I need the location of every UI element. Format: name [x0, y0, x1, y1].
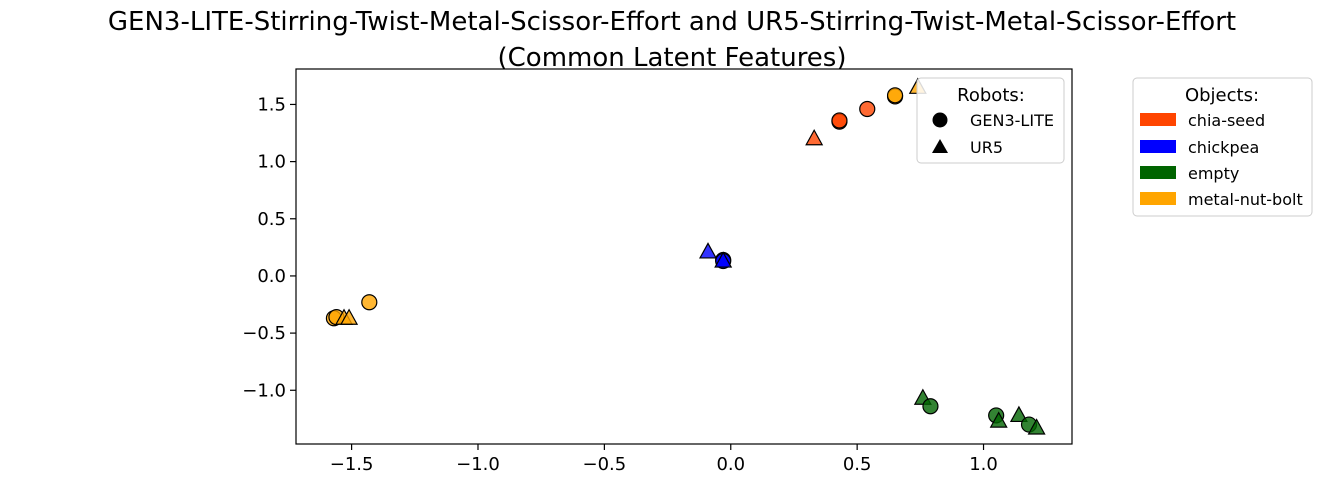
x-tick-label: 0.0 — [716, 454, 745, 475]
y-tick-label: 0.0 — [257, 266, 286, 287]
x-tick-label: −0.5 — [583, 454, 627, 475]
point-empty-ur5 — [989, 411, 1008, 428]
robots-legend-title: Robots: — [957, 85, 1025, 106]
y-tick-label: 0.5 — [257, 209, 286, 230]
legend-robot-ur5: UR5 — [970, 138, 1003, 157]
chart-title: GEN3-LITE-Stirring-Twist-Metal-Scissor-E… — [108, 7, 1236, 37]
point-metal-nut-bolt-ur5 — [340, 308, 359, 325]
x-tick-label: 0.5 — [843, 454, 872, 475]
point-chickpea-ur5 — [714, 251, 733, 268]
point-chia-seed-gen3-lite — [859, 100, 876, 118]
point-empty-ur5 — [1027, 418, 1046, 435]
x-tick-label: −1.0 — [456, 454, 500, 475]
legend-object-empty: empty — [1188, 164, 1239, 183]
legend-robot-gen3-lite: GEN3-LITE — [970, 111, 1054, 130]
objects-legend: Objects: chia-seed chickpea empty metal-… — [1132, 77, 1313, 217]
x-tick-label: 1.0 — [969, 454, 998, 475]
point-empty-ur5 — [1009, 405, 1028, 423]
point-metal-nut-bolt-gen3-lite — [886, 87, 904, 104]
y-tick-label: 1.0 — [257, 152, 286, 173]
y-tick-label: −0.5 — [242, 323, 286, 344]
y-axis: −1.0 −0.5 0.0 0.5 1.0 1.5 — [242, 94, 296, 401]
objects-legend-title: Objects: — [1185, 85, 1259, 106]
point-chia-seed-ur5 — [805, 128, 824, 146]
objects-legend-box — [1132, 77, 1313, 217]
legend-swatch-chickpea — [1140, 140, 1176, 153]
legend-triangle-marker — [932, 139, 948, 153]
x-axis: −1.5 −1.0 −0.5 0.0 0.5 1.0 — [330, 444, 998, 475]
point-chickpea-ur5 — [698, 242, 718, 259]
robots-legend-box — [916, 77, 1065, 164]
robots-legend: Robots: GEN3-LITE UR5 — [916, 77, 1065, 164]
point-chia-seed-gen3-lite — [831, 112, 848, 129]
x-tick-label: −1.5 — [330, 454, 374, 475]
legend-swatch-empty — [1140, 166, 1176, 179]
point-empty-gen3-lite — [922, 398, 939, 415]
legend-swatch-chia-seed — [1140, 113, 1176, 126]
legend-object-metal-nut-bolt: metal-nut-bolt — [1188, 190, 1303, 209]
y-tick-label: 1.5 — [257, 94, 286, 115]
point-metal-nut-bolt-gen3-lite — [361, 294, 378, 311]
legend-circle-marker — [932, 112, 948, 128]
legend-swatch-metal-nut-bolt — [1140, 192, 1176, 205]
chart-subtitle: (Common Latent Features) — [498, 43, 847, 73]
data-points — [325, 77, 1046, 435]
legend-object-chickpea: chickpea — [1188, 138, 1259, 157]
plot-frame — [295, 68, 1073, 445]
legend-object-chia-seed: chia-seed — [1188, 111, 1265, 130]
y-tick-label: −1.0 — [242, 380, 286, 401]
